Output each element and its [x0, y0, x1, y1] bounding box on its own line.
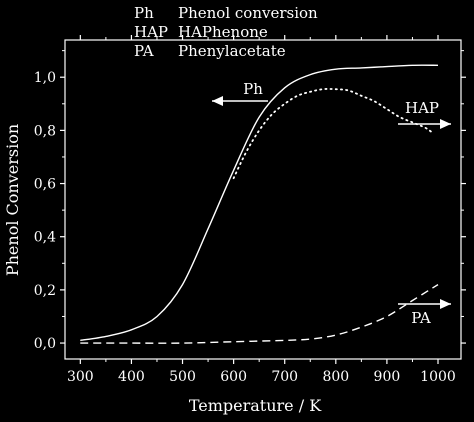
y-tick-label: 1,0 [34, 70, 56, 86]
y-tick-label: 0,6 [34, 177, 56, 193]
series-arrow-pa: PA [398, 299, 451, 327]
key-row-hap: HAP HAPhenone [134, 23, 318, 42]
series-line-ph [80, 64, 439, 342]
y-tick-label: 0,4 [34, 230, 56, 246]
key-abbr: Ph [134, 4, 154, 22]
key-row-ph: Ph Phenol conversion [134, 4, 318, 23]
x-tick-label: 400 [118, 369, 145, 385]
key-name: HAPhenone [178, 23, 268, 41]
y-tick-label: 0,0 [34, 336, 56, 352]
axis-ticks: 300 400 500 600 700 800 900 1000 0,0 0,2 0,4 0,6 0,8… [34, 35, 466, 385]
key-name: Phenol conversion [178, 4, 318, 22]
arrow-head [212, 96, 223, 106]
key-name: Phenylacetate [178, 42, 286, 60]
plot-area-frame [64, 39, 462, 360]
key-abbr: HAP [134, 23, 169, 41]
x-tick-label: 900 [374, 369, 401, 385]
y-axis-title: Phenol Conversion [3, 124, 22, 276]
y-tick-label: 0,2 [34, 283, 56, 299]
x-tick-label: 700 [271, 369, 298, 385]
series-line-hap [232, 88, 434, 180]
series-label: HAP [405, 99, 439, 117]
series-line-pa [80, 284, 439, 344]
series-label: Ph [243, 80, 263, 98]
x-tick-label: 1000 [420, 369, 456, 385]
key-row-pa: PA Phenylacetate [134, 42, 318, 61]
arrow-head [440, 119, 451, 129]
series-abbreviation-key: Ph Phenol conversion HAP HAPhenone PA Ph… [134, 4, 318, 61]
series-arrow-hap: HAP [398, 99, 451, 129]
x-tick-label: 600 [220, 369, 247, 385]
x-axis-title: Temperature / K [189, 396, 322, 415]
y-tick-label: 0,8 [34, 123, 56, 139]
series-layer [80, 64, 439, 344]
series-label: PA [411, 309, 431, 327]
key-abbr: PA [134, 42, 154, 60]
arrow-head [440, 299, 451, 309]
series-arrow-ph: Ph [212, 80, 268, 106]
x-tick-label: 500 [169, 369, 196, 385]
series-arrows: Ph HAP PA [212, 80, 451, 327]
x-tick-label: 800 [322, 369, 349, 385]
x-tick-label: 300 [67, 369, 94, 385]
